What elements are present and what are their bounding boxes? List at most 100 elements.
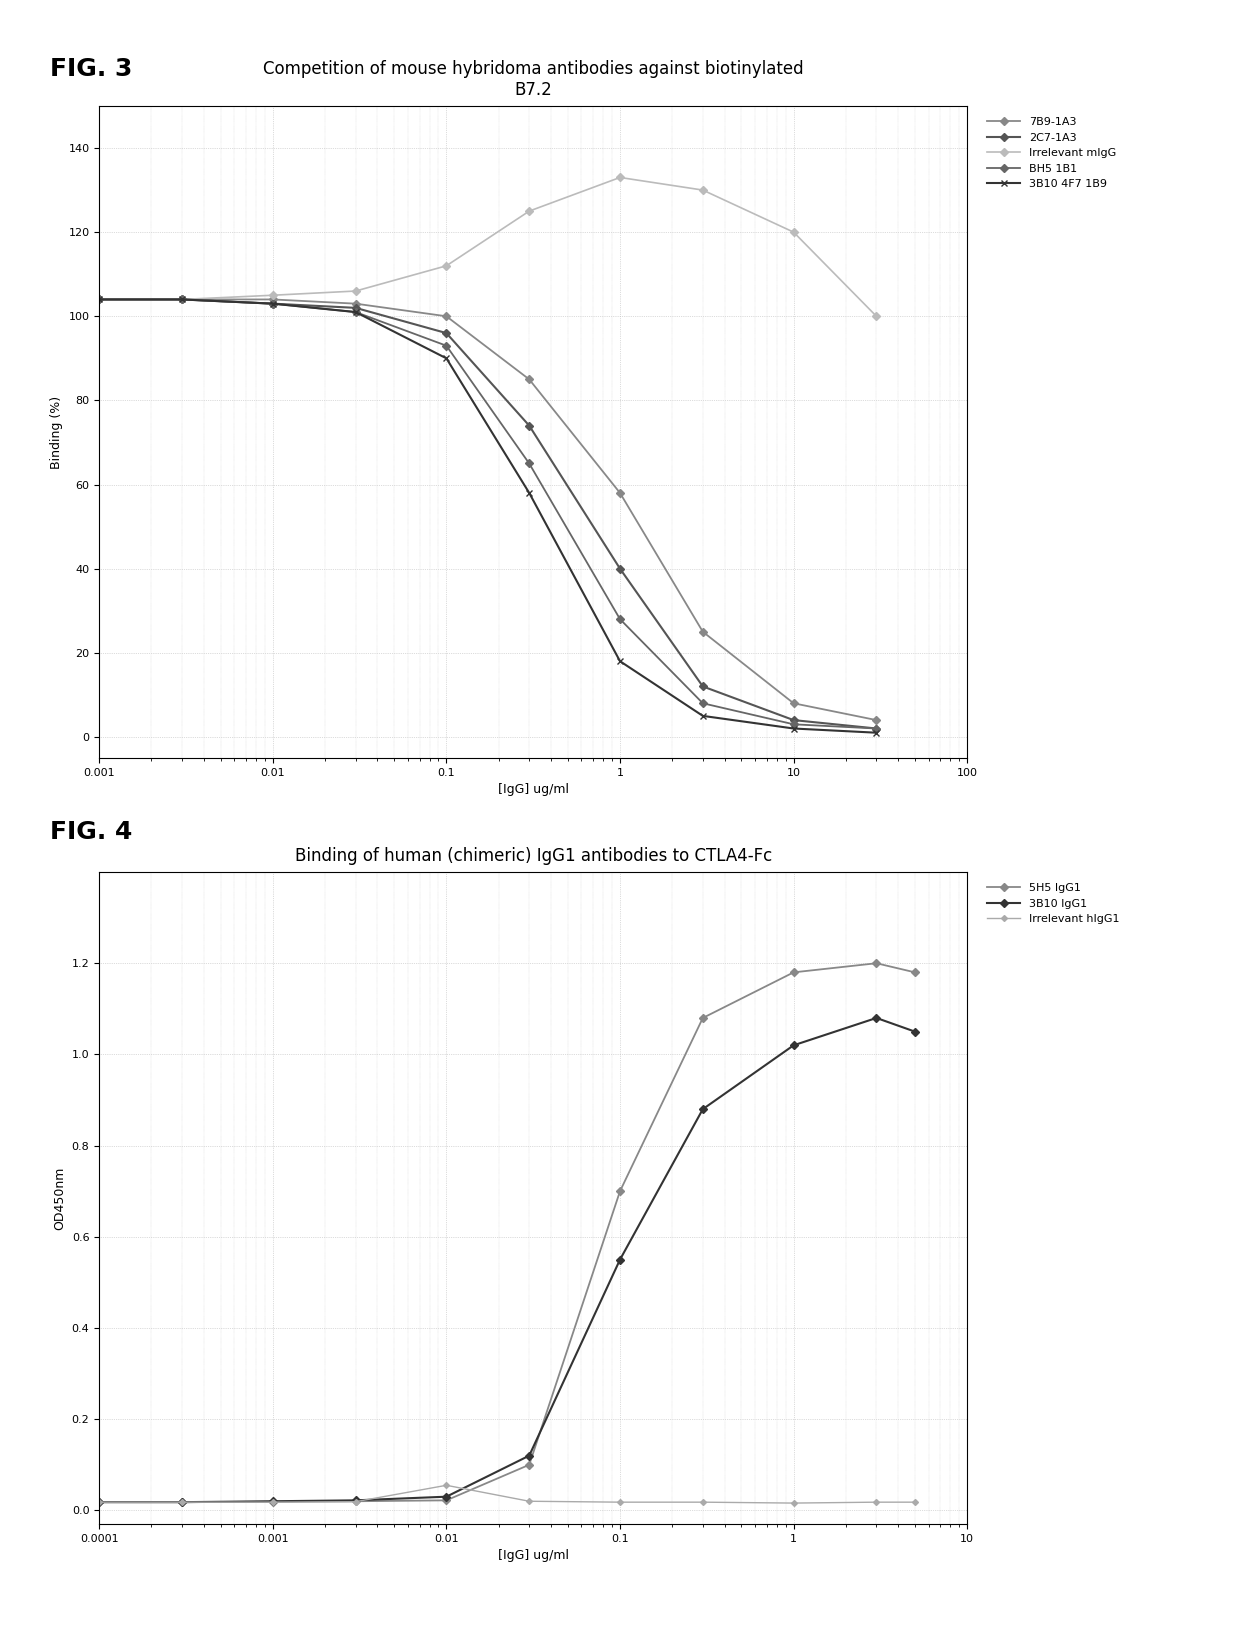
2C7-1A3 xyxy=(522,416,537,435)
3B10 4F7 1B9 xyxy=(869,724,884,743)
Title: Competition of mouse hybridoma antibodies against biotinylated
B7.2: Competition of mouse hybridoma antibodie… xyxy=(263,60,804,99)
Irrelevant mIgG xyxy=(522,202,537,222)
3B10 IgG1 xyxy=(869,1009,884,1029)
Irrelevant hIgG1 xyxy=(869,1493,884,1513)
Line: 7B9-1A3: 7B9-1A3 xyxy=(97,297,879,722)
5H5 IgG1 xyxy=(175,1493,190,1513)
Irrelevant mIgG xyxy=(613,168,627,187)
5H5 IgG1 xyxy=(869,954,884,973)
2C7-1A3 xyxy=(696,676,711,696)
7B9-1A3 xyxy=(522,370,537,390)
7B9-1A3 xyxy=(439,306,454,326)
2C7-1A3 xyxy=(439,323,454,342)
3B10 4F7 1B9 xyxy=(786,719,801,738)
BH5 1B1 xyxy=(439,336,454,355)
Line: 5H5 IgG1: 5H5 IgG1 xyxy=(97,960,918,1504)
BH5 1B1 xyxy=(786,714,801,734)
Line: BH5 1B1: BH5 1B1 xyxy=(97,297,879,732)
5H5 IgG1 xyxy=(613,1182,627,1201)
Irrelevant mIgG xyxy=(92,290,107,310)
3B10 IgG1 xyxy=(92,1493,107,1513)
3B10 4F7 1B9 xyxy=(92,290,107,310)
Irrelevant mIgG xyxy=(439,256,454,275)
Irrelevant hIgG1 xyxy=(786,1493,801,1513)
Irrelevant mIgG xyxy=(348,282,363,302)
3B10 IgG1 xyxy=(265,1491,280,1511)
Irrelevant mIgG xyxy=(265,285,280,305)
X-axis label: [IgG] ug/ml: [IgG] ug/ml xyxy=(497,784,569,795)
3B10 IgG1 xyxy=(786,1035,801,1055)
7B9-1A3 xyxy=(92,290,107,310)
7B9-1A3 xyxy=(175,290,190,310)
7B9-1A3 xyxy=(696,623,711,642)
3B10 4F7 1B9 xyxy=(439,349,454,368)
Text: FIG. 3: FIG. 3 xyxy=(50,57,131,82)
Irrelevant mIgG xyxy=(696,181,711,200)
2C7-1A3 xyxy=(613,559,627,579)
Irrelevant mIgG xyxy=(786,222,801,241)
Irrelevant mIgG xyxy=(175,290,190,310)
7B9-1A3 xyxy=(869,711,884,730)
Line: Irrelevant mIgG: Irrelevant mIgG xyxy=(97,174,879,319)
3B10 4F7 1B9 xyxy=(175,290,190,310)
Y-axis label: Binding (%): Binding (%) xyxy=(50,396,63,468)
7B9-1A3 xyxy=(786,693,801,712)
Irrelevant mIgG xyxy=(869,306,884,326)
7B9-1A3 xyxy=(613,482,627,502)
Line: 3B10 4F7 1B9: 3B10 4F7 1B9 xyxy=(95,297,880,737)
3B10 4F7 1B9 xyxy=(613,652,627,672)
BH5 1B1 xyxy=(613,610,627,629)
BH5 1B1 xyxy=(265,293,280,313)
Line: Irrelevant hIgG1: Irrelevant hIgG1 xyxy=(97,1483,918,1504)
3B10 IgG1 xyxy=(613,1250,627,1270)
3B10 IgG1 xyxy=(348,1490,363,1509)
3B10 4F7 1B9 xyxy=(348,302,363,321)
Irrelevant hIgG1 xyxy=(92,1493,107,1513)
5H5 IgG1 xyxy=(908,963,923,983)
3B10 IgG1 xyxy=(908,1022,923,1042)
BH5 1B1 xyxy=(348,302,363,321)
Irrelevant hIgG1 xyxy=(265,1493,280,1513)
BH5 1B1 xyxy=(92,290,107,310)
2C7-1A3 xyxy=(175,290,190,310)
BH5 1B1 xyxy=(522,453,537,473)
3B10 4F7 1B9 xyxy=(522,482,537,502)
BH5 1B1 xyxy=(175,290,190,310)
2C7-1A3 xyxy=(869,719,884,738)
Line: 2C7-1A3: 2C7-1A3 xyxy=(97,297,879,732)
Line: 3B10 IgG1: 3B10 IgG1 xyxy=(97,1015,918,1504)
Legend: 5H5 IgG1, 3B10 IgG1, Irrelevant hIgG1: 5H5 IgG1, 3B10 IgG1, Irrelevant hIgG1 xyxy=(981,877,1125,929)
Text: FIG. 4: FIG. 4 xyxy=(50,820,131,844)
Irrelevant hIgG1 xyxy=(348,1491,363,1511)
7B9-1A3 xyxy=(265,290,280,310)
X-axis label: [IgG] ug/ml: [IgG] ug/ml xyxy=(497,1550,569,1562)
Irrelevant hIgG1 xyxy=(908,1493,923,1513)
Irrelevant hIgG1 xyxy=(439,1475,454,1495)
7B9-1A3 xyxy=(348,293,363,313)
2C7-1A3 xyxy=(786,711,801,730)
2C7-1A3 xyxy=(265,293,280,313)
Irrelevant hIgG1 xyxy=(696,1493,711,1513)
Irrelevant hIgG1 xyxy=(175,1493,190,1513)
Y-axis label: OD450nm: OD450nm xyxy=(53,1167,66,1229)
3B10 IgG1 xyxy=(175,1493,190,1513)
Title: Binding of human (chimeric) IgG1 antibodies to CTLA4-Fc: Binding of human (chimeric) IgG1 antibod… xyxy=(295,848,771,866)
5H5 IgG1 xyxy=(439,1490,454,1509)
3B10 4F7 1B9 xyxy=(696,706,711,725)
Legend: 7B9-1A3, 2C7-1A3, Irrelevant mIgG, BH5 1B1, 3B10 4F7 1B9: 7B9-1A3, 2C7-1A3, Irrelevant mIgG, BH5 1… xyxy=(981,111,1122,196)
5H5 IgG1 xyxy=(92,1493,107,1513)
5H5 IgG1 xyxy=(786,963,801,983)
5H5 IgG1 xyxy=(522,1456,537,1475)
3B10 IgG1 xyxy=(522,1446,537,1465)
Irrelevant hIgG1 xyxy=(522,1491,537,1511)
Irrelevant hIgG1 xyxy=(613,1493,627,1513)
BH5 1B1 xyxy=(696,693,711,712)
3B10 IgG1 xyxy=(696,1099,711,1118)
5H5 IgG1 xyxy=(348,1491,363,1511)
2C7-1A3 xyxy=(348,298,363,318)
5H5 IgG1 xyxy=(265,1491,280,1511)
BH5 1B1 xyxy=(869,719,884,738)
2C7-1A3 xyxy=(92,290,107,310)
3B10 4F7 1B9 xyxy=(265,293,280,313)
3B10 IgG1 xyxy=(439,1487,454,1506)
